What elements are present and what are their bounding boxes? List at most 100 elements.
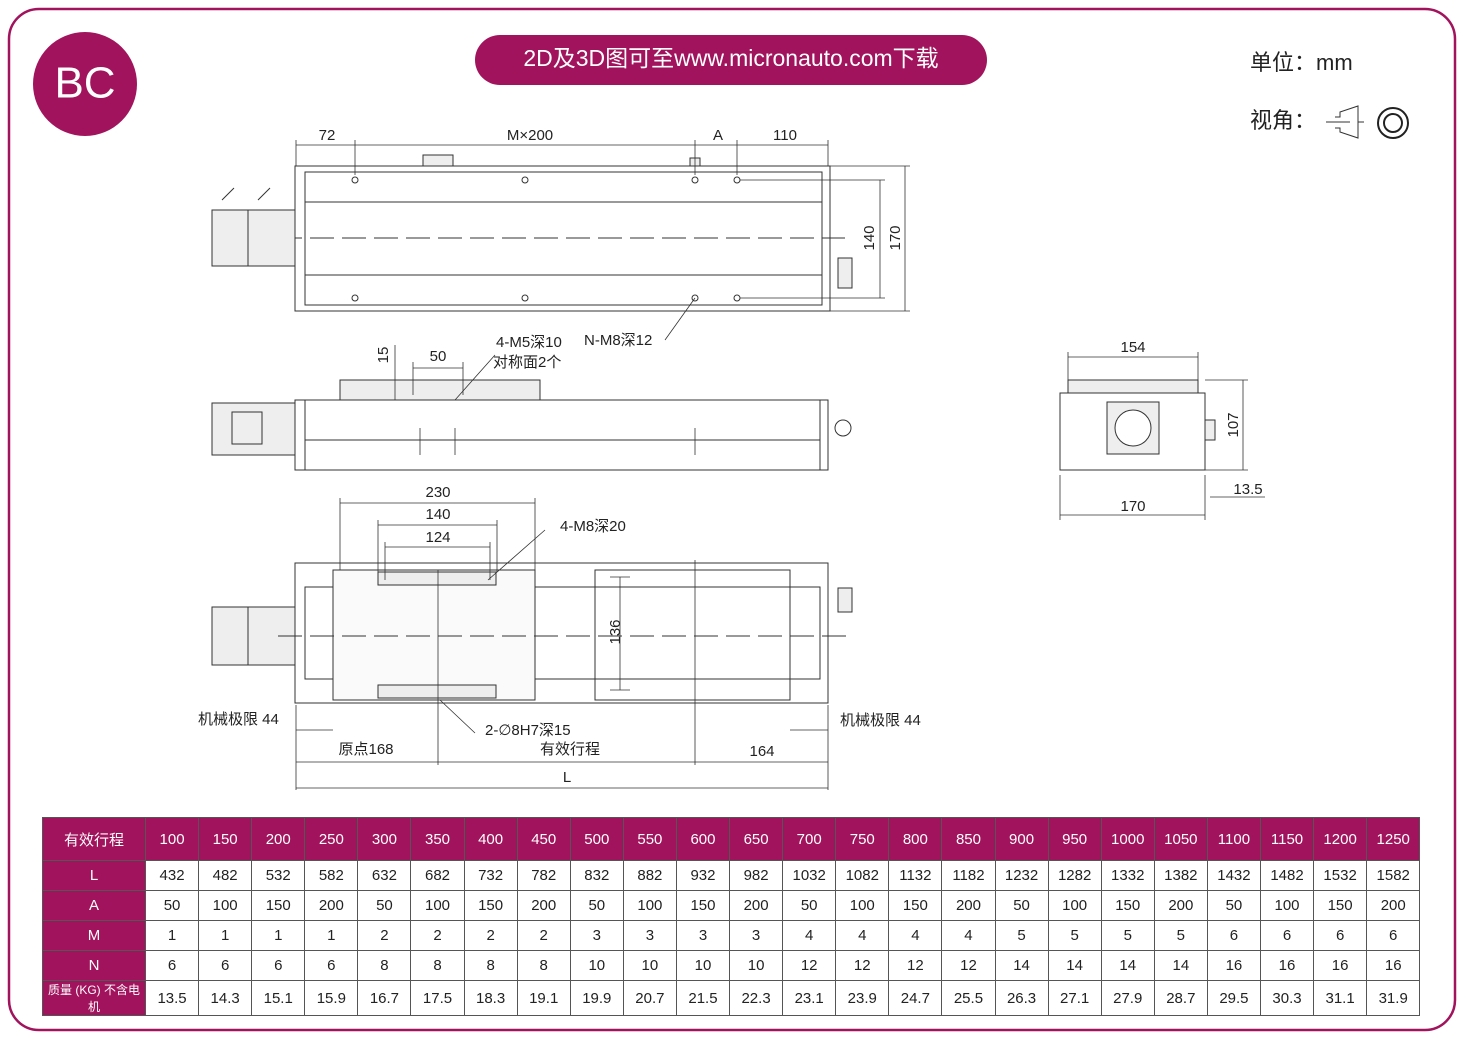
cell: 782 xyxy=(516,860,571,891)
cell: 23.1 xyxy=(782,980,837,1016)
note: 机械极限 44 xyxy=(198,711,279,728)
cell: 31.1 xyxy=(1313,980,1368,1016)
note: 4-M8深20 xyxy=(560,518,626,535)
cell: 1482 xyxy=(1259,860,1315,891)
cell: 50 xyxy=(1206,890,1261,921)
note: 对称面2个 xyxy=(493,354,561,371)
cell: 200 xyxy=(729,890,784,921)
cell: 532 xyxy=(251,860,306,891)
cell: 29.5 xyxy=(1206,980,1261,1016)
cell: 200 xyxy=(304,890,359,921)
cell: 10 xyxy=(569,950,624,981)
dim: 有效行程 xyxy=(540,741,600,758)
cell: 832 xyxy=(569,860,624,891)
table-row: N 6 6 6 6 8 8 8 8 10 10 10 10 12 12 12 12 14 14 14 14 16 16 16 1… xyxy=(42,950,1421,981)
cell: 19.9 xyxy=(569,980,624,1016)
note: N-M8深12 xyxy=(584,332,652,349)
cell: 28.7 xyxy=(1153,980,1208,1016)
cell: 21.5 xyxy=(675,980,731,1016)
cell: 100 xyxy=(144,817,200,861)
dim: 170 xyxy=(887,225,904,250)
badge: BC xyxy=(54,59,115,108)
cell: 2 xyxy=(516,920,571,951)
dim: 230 xyxy=(425,484,450,501)
banner-bg xyxy=(475,35,987,85)
cell: 6 xyxy=(198,950,253,981)
cell: 19.1 xyxy=(516,980,571,1016)
top-view xyxy=(211,140,910,341)
cell: 100 xyxy=(198,890,253,921)
table-row: A 50 100 150 200 50 100 150 200 50 100 150 200 50 100 1… xyxy=(42,890,1421,921)
cell: 5 xyxy=(1100,920,1155,951)
cell: 1582 xyxy=(1366,860,1421,891)
cell: 100 xyxy=(1047,890,1102,921)
cell: 200 xyxy=(1366,890,1421,921)
cell: 5 xyxy=(1047,920,1102,951)
cell: 14 xyxy=(1100,950,1155,981)
cell: 1050 xyxy=(1153,817,1208,861)
dim: 15 xyxy=(375,347,392,364)
dim: 164 xyxy=(749,743,774,760)
cell: 850 xyxy=(941,817,996,861)
cell: 100 xyxy=(622,890,677,921)
cell: 1232 xyxy=(994,860,1049,891)
dim: 107 xyxy=(1225,412,1242,437)
note: 机械极限 44 xyxy=(840,712,921,729)
cell: 14.3 xyxy=(198,980,253,1016)
cell: 4 xyxy=(888,920,943,951)
cell: 16 xyxy=(1206,950,1261,981)
bottom-view xyxy=(211,498,853,790)
cell: 150 xyxy=(1100,890,1155,921)
dim: 136 xyxy=(607,619,624,644)
view-icon xyxy=(1326,105,1409,139)
cell: 16.7 xyxy=(357,980,412,1016)
cell: 1332 xyxy=(1100,860,1155,891)
cell: 27.1 xyxy=(1047,980,1102,1016)
cell: 1100 xyxy=(1206,817,1261,861)
cell: 150 xyxy=(463,890,518,921)
dim: M×200 xyxy=(507,127,553,144)
cell: 1250 xyxy=(1366,817,1421,861)
cell: 700 xyxy=(782,817,837,861)
cell: 15.1 xyxy=(251,980,306,1016)
cell: 432 xyxy=(144,860,200,891)
dim: L xyxy=(563,769,571,786)
dim: 13.5 xyxy=(1233,481,1262,498)
cell: 12 xyxy=(941,950,996,981)
cell: 800 xyxy=(888,817,943,861)
cell: 250 xyxy=(304,817,359,861)
cell: 200 xyxy=(251,817,306,861)
cell: 100 xyxy=(835,890,890,921)
cell: 23.9 xyxy=(835,980,890,1016)
cell: 14 xyxy=(994,950,1049,981)
cell: 1082 xyxy=(835,860,890,891)
row-header: L xyxy=(42,860,146,891)
cell: 31.9 xyxy=(1366,980,1421,1016)
cell: 1150 xyxy=(1259,817,1315,861)
cell: 25.5 xyxy=(941,980,996,1016)
cell: 300 xyxy=(357,817,412,861)
cell: 4 xyxy=(782,920,837,951)
dim: 140 xyxy=(425,506,450,523)
cell: 16 xyxy=(1259,950,1315,981)
cell: 200 xyxy=(1153,890,1208,921)
cell: 1 xyxy=(198,920,253,951)
cell: 10 xyxy=(622,950,677,981)
cell: 982 xyxy=(729,860,784,891)
cell: 1182 xyxy=(941,860,996,891)
dim: 原点168 xyxy=(338,741,393,758)
cell: 482 xyxy=(198,860,253,891)
cell: 17.5 xyxy=(410,980,465,1016)
cell: 150 xyxy=(1313,890,1368,921)
cell: 732 xyxy=(463,860,518,891)
cell: 682 xyxy=(410,860,465,891)
cell: 20.7 xyxy=(622,980,677,1016)
row-header: A xyxy=(42,890,146,921)
cell: 932 xyxy=(675,860,731,891)
cell: 50 xyxy=(144,890,200,921)
cell: 1132 xyxy=(888,860,943,891)
cell: 6 xyxy=(1259,920,1315,951)
cell: 400 xyxy=(463,817,518,861)
table-row: 质量 (KG) 不含电机 13.5 14.3 15.1 15.9 16.7 17.5 18.3… xyxy=(42,980,1421,1016)
